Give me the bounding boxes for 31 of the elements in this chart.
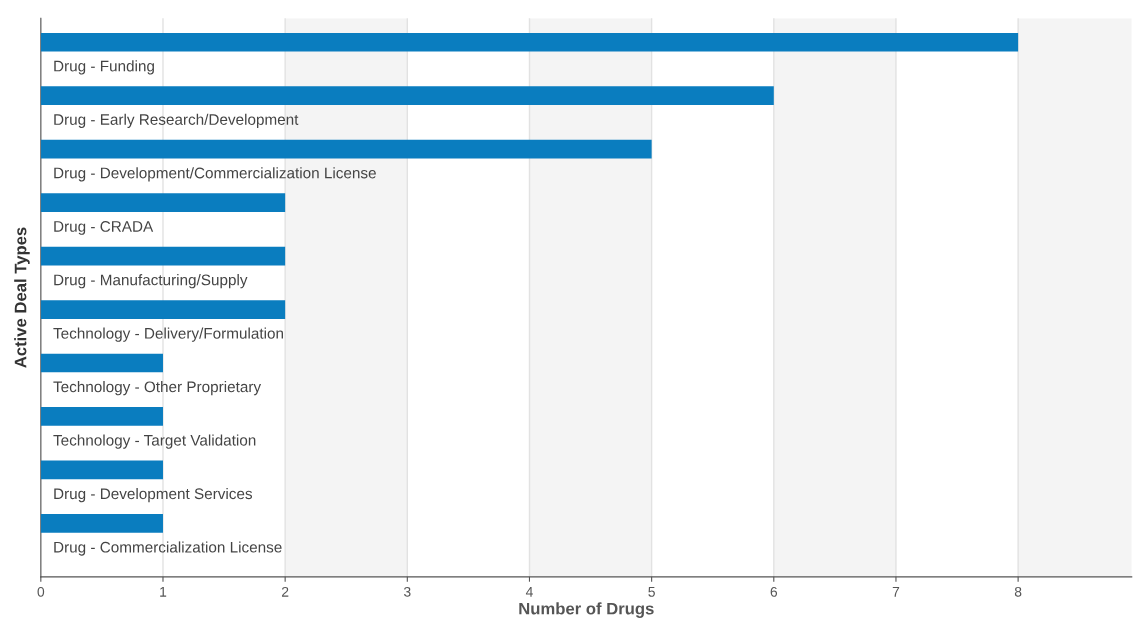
x-tick-label: 7 (892, 587, 900, 597)
x-tick-label: 0 (37, 586, 45, 597)
x-tick-label: 5 (648, 587, 655, 597)
y-tick-label: Technology - Target Validation (53, 434, 256, 449)
y-tick-label: Drug - Funding (54, 60, 154, 75)
x-tick-label: 2 (281, 586, 289, 597)
x-tick-label: 6 (770, 586, 778, 597)
bar (40, 32, 1019, 52)
y-tick-label: Drug - Manufacturing/Supply (54, 274, 248, 289)
x-tick-label: 8 (1014, 586, 1022, 597)
x-tick-label: 4 (525, 587, 533, 597)
bar (40, 353, 163, 373)
bar (40, 246, 286, 266)
y-tick-label: Technology - Delivery/Formulation (53, 327, 283, 342)
x-tick-label: 1 (160, 587, 167, 597)
x-axis-title: Number of Drugs (519, 602, 654, 618)
y-tick-label: Technology - Other Proprietary (53, 381, 262, 396)
y-tick-label: Drug - Commercialization License (54, 541, 282, 556)
bar (40, 300, 286, 319)
bar (40, 460, 163, 480)
y-tick-label: Drug - Development/Commercialization License (54, 167, 376, 182)
bar (40, 86, 774, 106)
bar (40, 193, 286, 212)
y-axis-title: Active Deal Types (14, 227, 30, 368)
y-tick-label: Drug - Early Research/Development (54, 113, 299, 128)
y-tick-label: Drug - CRADA (54, 221, 154, 235)
bar (40, 514, 163, 533)
y-tick-label: Drug - Development Services (54, 487, 253, 503)
bar (40, 139, 652, 159)
bar (40, 407, 163, 426)
x-tick-label: 3 (403, 586, 411, 597)
